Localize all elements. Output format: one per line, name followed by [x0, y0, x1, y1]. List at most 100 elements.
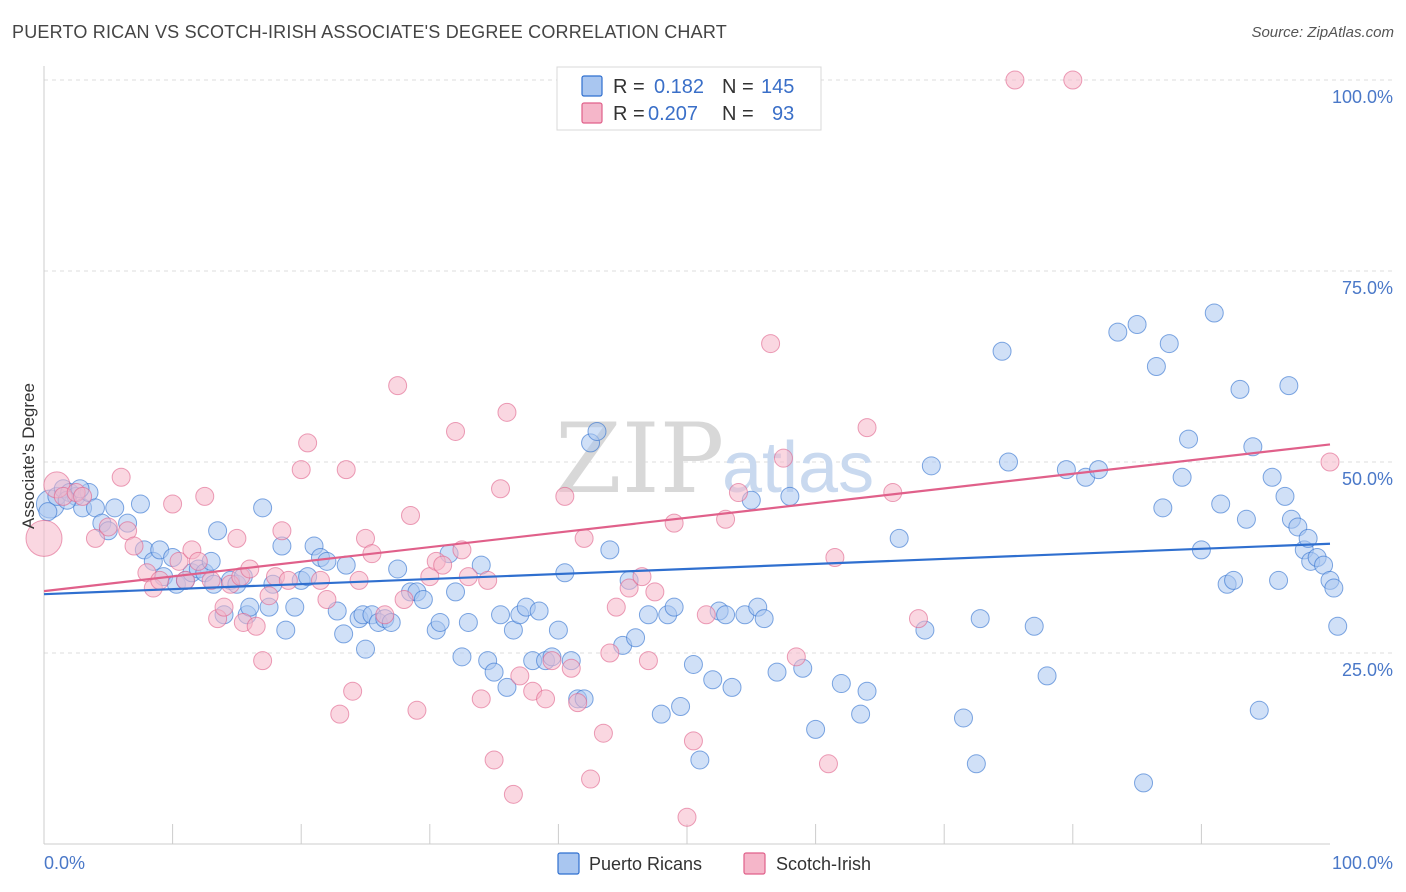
point-scotch-irish [111, 467, 131, 487]
point-scotch-irish [25, 519, 63, 557]
point-puerto-ricans [1243, 437, 1263, 457]
point-puerto-ricans [208, 521, 228, 541]
point-puerto-ricans [334, 624, 354, 644]
point-puerto-ricans [356, 639, 375, 659]
bottom-legend: Puerto Ricans Scotch-Irish [557, 852, 871, 875]
point-scotch-irish [124, 536, 144, 556]
watermark-zip: ZIP [555, 403, 724, 515]
point-scotch-irish [484, 750, 504, 770]
point-scotch-irish [696, 605, 716, 625]
y-tick-label: 100.0% [1332, 87, 1393, 107]
legend-n-value: 93 [772, 103, 794, 125]
point-puerto-ricans [970, 609, 990, 629]
point-puerto-ricans [1134, 773, 1154, 793]
trend-line-scotch-irish [43, 443, 1331, 593]
point-scotch-irish [195, 486, 215, 506]
point-puerto-ricans [806, 719, 826, 739]
legend-r-label: R = [613, 103, 645, 125]
point-puerto-ricans [105, 498, 125, 518]
point-scotch-irish [278, 570, 298, 590]
point-puerto-ricans [1179, 429, 1199, 449]
point-puerto-ricans [1037, 666, 1057, 686]
y-tick-label: 50.0% [1342, 469, 1393, 489]
point-scotch-irish [728, 483, 748, 503]
point-puerto-ricans [430, 612, 450, 632]
point-scotch-irish [606, 597, 626, 617]
point-scotch-irish [394, 590, 414, 610]
point-puerto-ricans [638, 605, 658, 625]
x-tick-label-max: 100.0% [1332, 853, 1393, 873]
point-scotch-irish [510, 666, 530, 686]
point-puerto-ricans [992, 341, 1012, 361]
y-axis-title: Associate's Degree [19, 383, 38, 529]
point-puerto-ricans [130, 494, 150, 514]
point-puerto-ricans [1262, 467, 1282, 487]
point-puerto-ricans [1108, 322, 1128, 342]
point-puerto-ricans [690, 750, 710, 770]
point-scotch-irish [214, 597, 234, 617]
point-scotch-irish [761, 334, 781, 354]
point-scotch-irish [259, 586, 279, 606]
point-puerto-ricans [857, 681, 877, 701]
point-scotch-irish [1005, 70, 1025, 90]
point-scotch-irish [677, 807, 697, 827]
legend-n-value: 145 [761, 76, 794, 98]
point-scotch-irish [542, 651, 562, 671]
point-puerto-ricans [1269, 570, 1289, 590]
point-puerto-ricans [1298, 528, 1318, 548]
point-scotch-irish [574, 528, 594, 548]
point-scotch-irish [291, 460, 311, 480]
point-puerto-ricans [38, 502, 58, 522]
point-scotch-irish [593, 723, 613, 743]
point-puerto-ricans [831, 674, 851, 694]
point-puerto-ricans [1249, 700, 1269, 720]
point-scotch-irish [401, 505, 421, 525]
point-puerto-ricans [716, 605, 736, 625]
legend-swatch-blue [581, 75, 603, 97]
point-puerto-ricans [491, 605, 511, 625]
point-puerto-ricans [1204, 303, 1224, 323]
point-puerto-ricans [285, 597, 305, 617]
bottom-legend-label: Puerto Ricans [589, 854, 702, 874]
point-puerto-ricans [600, 540, 620, 560]
point-scotch-irish [600, 643, 620, 663]
point-scotch-irish [163, 494, 183, 514]
point-scotch-irish [446, 421, 466, 441]
point-puerto-ricans [1328, 616, 1348, 636]
point-scotch-irish [471, 689, 491, 709]
point-scotch-irish [375, 605, 395, 625]
point-scotch-irish [407, 700, 427, 720]
series-scotch-irish [25, 70, 1340, 827]
point-scotch-irish [786, 647, 806, 667]
point-scotch-irish [536, 689, 556, 709]
point-scotch-irish [645, 582, 665, 602]
chart-title: PUERTO RICAN VS SCOTCH-IRISH ASSOCIATE'S… [12, 22, 727, 42]
legend-r-value: 0.207 [648, 103, 698, 125]
point-scotch-irish [908, 609, 928, 629]
point-puerto-ricans [851, 704, 871, 724]
point-puerto-ricans [953, 708, 973, 728]
point-scotch-irish [1063, 70, 1083, 90]
point-scotch-irish [857, 418, 877, 438]
legend-n-label: N = [722, 76, 754, 98]
point-scotch-irish [491, 479, 511, 499]
legend-r-label: R = [613, 76, 645, 98]
bottom-legend-swatch-blue [557, 852, 580, 875]
point-puerto-ricans [754, 609, 774, 629]
point-scotch-irish [310, 570, 330, 590]
point-puerto-ricans [1236, 509, 1256, 529]
point-puerto-ricans [683, 654, 703, 674]
point-puerto-ricans [253, 498, 273, 518]
point-scotch-irish [664, 513, 684, 533]
point-scotch-irish [246, 616, 266, 636]
point-puerto-ricans [664, 597, 684, 617]
point-puerto-ricans [1153, 498, 1173, 518]
point-puerto-ricans [388, 559, 408, 579]
point-scotch-irish [336, 460, 356, 480]
point-scotch-irish [619, 578, 639, 598]
point-puerto-ricans [276, 620, 296, 640]
point-puerto-ricans [446, 582, 466, 602]
point-puerto-ricans [1127, 314, 1147, 334]
series-puerto-ricans [35, 303, 1348, 793]
point-scotch-irish [478, 570, 498, 590]
